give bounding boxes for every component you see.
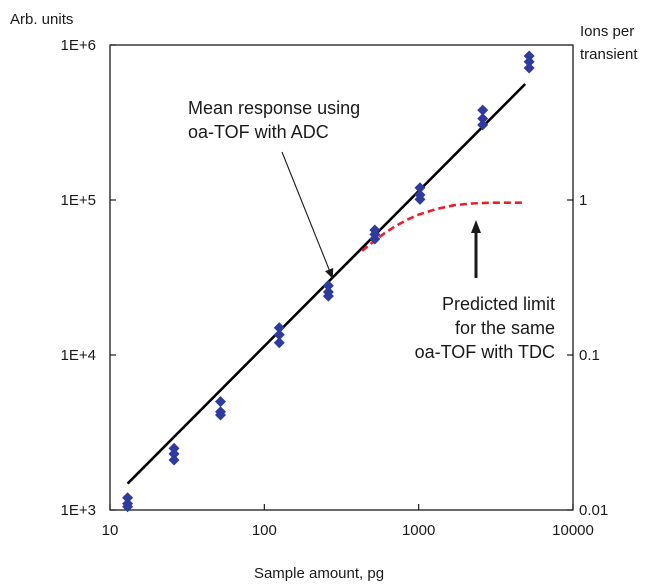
data-point (369, 233, 381, 245)
annotation-tdc-text: oa-TOF with TDC (415, 342, 555, 362)
axis-ticks: 10 100 1000 10000 1E+3 1E+4 1E+5 1E+6 0.01 0.1 1 (61, 37, 609, 539)
data-point (215, 409, 227, 421)
data-point (477, 113, 489, 125)
data-point (215, 396, 227, 408)
data-point (168, 454, 180, 466)
data-point (168, 448, 180, 460)
y-tick-label: 1E+4 (61, 347, 96, 364)
data-point (523, 62, 535, 74)
data-point (322, 290, 334, 302)
data-point (273, 329, 285, 341)
x-tick-label: 100 (252, 522, 277, 539)
data-point (122, 501, 134, 513)
y2-tick-label: 1 (579, 192, 587, 209)
data-point (273, 322, 285, 334)
x-tick-label: 1000 (402, 522, 435, 539)
data-point (477, 104, 489, 116)
data-point (122, 492, 134, 504)
predicted-limit-curve (361, 201, 526, 252)
data-points (122, 50, 535, 513)
y-axis-right-label-line2: transient (580, 46, 638, 63)
annotation-tdc-text: Predicted limit (442, 294, 555, 314)
y2-tick-label: 0.01 (579, 502, 608, 519)
data-point (523, 56, 535, 68)
data-point (523, 50, 535, 62)
y-axis-right-label-line1: Ions per (580, 23, 634, 40)
y-tick-label: 1E+6 (61, 37, 96, 54)
data-point (273, 337, 285, 349)
data-point (414, 182, 426, 194)
data-point (414, 193, 426, 205)
x-tick-label: 10 (102, 522, 119, 539)
y-tick-label: 1E+3 (61, 502, 96, 519)
data-point (477, 119, 489, 131)
annotation-tdc-text: for the same (455, 318, 555, 338)
data-point (322, 280, 334, 292)
y-tick-label: 1E+5 (61, 192, 96, 209)
annotations: Mean response using oa-TOF with ADC Predic… (188, 98, 555, 362)
annotation-adc-text: Mean response using (188, 98, 360, 118)
x-tick-label: 10000 (552, 522, 594, 539)
annotation-adc-text: oa-TOF with ADC (188, 122, 329, 142)
y2-tick-label: 0.1 (579, 347, 600, 364)
data-point (168, 442, 180, 454)
x-axis-label: Sample amount, pg (254, 565, 384, 582)
annotation-tdc-arrow-head (471, 220, 481, 233)
annotation-adc-arrow (281, 151, 334, 279)
plot-frame (109, 44, 574, 511)
y-axis-left-label: Arb. units (10, 11, 73, 28)
